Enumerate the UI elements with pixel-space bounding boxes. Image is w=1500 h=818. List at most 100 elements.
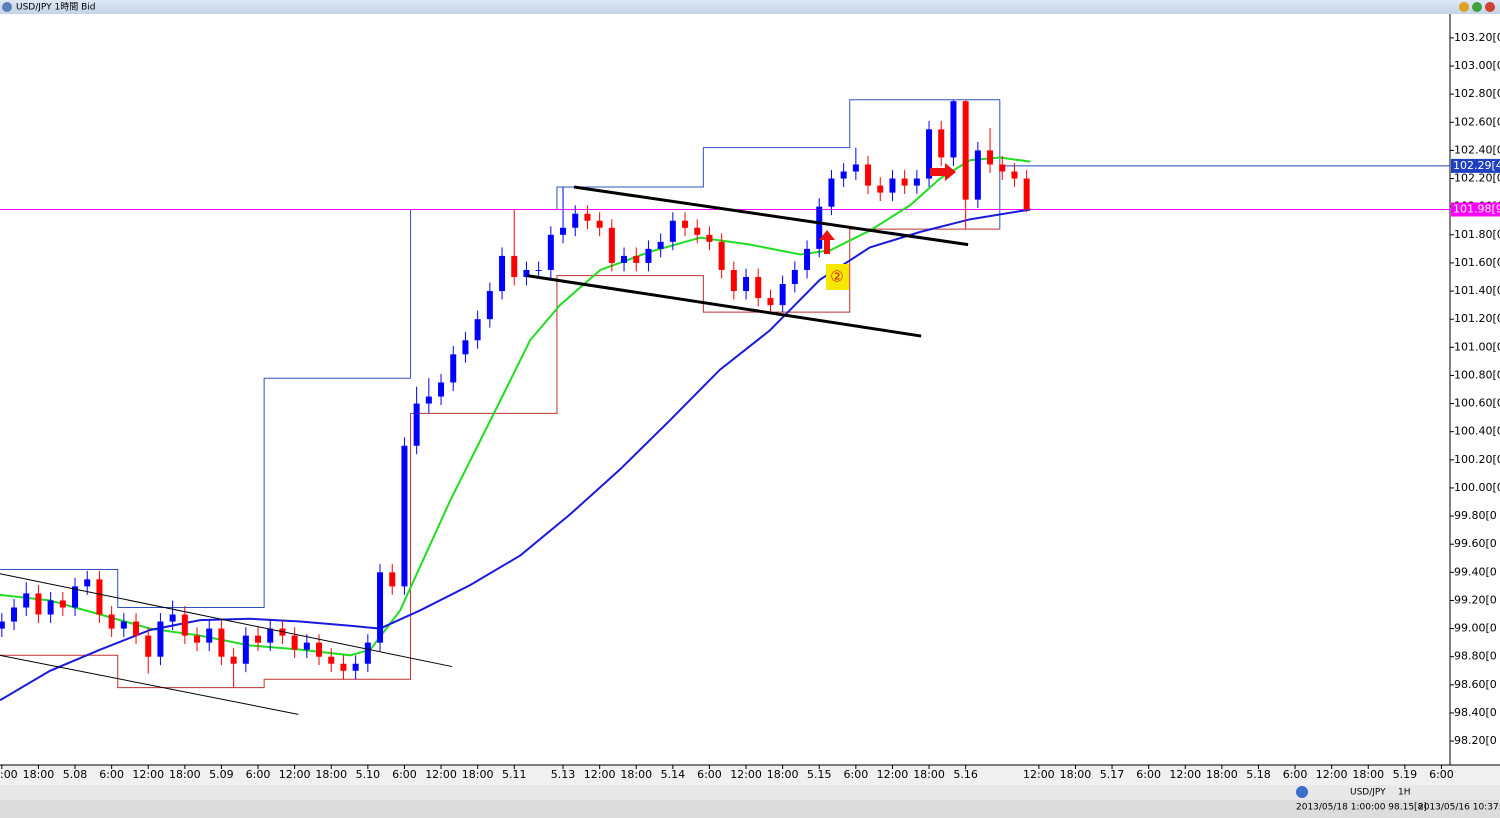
timeframe-selector[interactable]: 1H — [1398, 788, 1411, 798]
up-arrow — [819, 230, 835, 254]
candle-body — [291, 635, 298, 650]
x-tick-label: 5.09 — [209, 768, 234, 781]
candle-body — [303, 642, 310, 650]
candle-body — [547, 234, 554, 270]
y-tick-label: 99.20[0 — [1454, 593, 1497, 606]
candle-body — [35, 593, 42, 615]
plot-area — [0, 14, 1450, 765]
y-tick-label: 98.80[0 — [1454, 650, 1497, 663]
candle-body — [84, 579, 91, 587]
candle-body — [523, 269, 530, 277]
candle-body — [72, 586, 79, 608]
maximize-button[interactable] — [1472, 2, 1482, 12]
candle-body — [901, 178, 908, 186]
y-tick-label: 98.40[0 — [1454, 706, 1497, 719]
x-tick-label: 18:00 — [23, 768, 55, 781]
candle-body — [0, 621, 5, 629]
x-tick-label: 5.15 — [807, 768, 832, 781]
candle-body — [462, 340, 469, 355]
candle-body — [96, 579, 103, 615]
candle-body — [181, 614, 188, 636]
x-tick-label: 18:00 — [913, 768, 945, 781]
scrollbar[interactable] — [0, 785, 1500, 800]
x-tick-label: 18:00 — [462, 768, 494, 781]
candle-body — [11, 607, 18, 622]
candle-body — [413, 403, 420, 446]
trend-line — [0, 654, 299, 715]
x-tick-label: 18:00 — [169, 768, 201, 781]
candle-body — [804, 248, 811, 270]
candle-body — [450, 354, 457, 383]
x-tick-label: 12:00 — [584, 768, 616, 781]
annotation: ② — [830, 268, 843, 286]
y-tick-label: 101.80[0 — [1454, 228, 1500, 241]
candle-body — [47, 600, 54, 615]
x-tick-label: 5.17 — [1100, 768, 1125, 781]
x-tick-label: 18:00 — [1060, 768, 1092, 781]
price-marker-box — [1451, 202, 1500, 217]
x-tick-label: 12:00 — [877, 768, 909, 781]
y-tick-label: 103.20[0 — [1454, 31, 1500, 44]
y-tick-label: 98.60[0 — [1454, 678, 1497, 691]
x-tick-label: 18:00 — [620, 768, 652, 781]
y-tick-label: 100.60[0 — [1454, 397, 1500, 410]
y-tick-label: 103.00[0 — [1454, 59, 1500, 72]
title-bar — [0, 0, 1500, 14]
candle-body — [352, 663, 359, 671]
candle-body — [206, 628, 213, 643]
candle-body — [169, 614, 176, 622]
candle-body — [157, 621, 164, 657]
candle-body — [230, 656, 237, 664]
candle-body — [425, 396, 432, 404]
candle-body — [377, 572, 384, 643]
trend-line — [526, 274, 922, 338]
x-tick-label: 5.14 — [661, 768, 686, 781]
status-left: 2013/05/18 1:00:00 98.15[8] — [1296, 803, 1427, 813]
y-tick-label: 99.00[0 — [1454, 622, 1497, 635]
x-tick-label: 18:00 — [315, 768, 347, 781]
candle-body — [694, 227, 701, 235]
x-tick-label: 12:00 — [0, 768, 18, 781]
price-marker-label: 101.98[9 — [1453, 202, 1500, 215]
trend-line — [573, 185, 969, 247]
y-tick-label: 100.40[0 — [1454, 425, 1500, 438]
right-arrow — [930, 163, 956, 181]
symbol-selector[interactable]: USD/JPY — [1350, 788, 1386, 798]
annotation-box — [826, 264, 849, 290]
candle-body — [669, 220, 676, 242]
candle-body — [865, 164, 872, 186]
y-tick-label: 99.60[0 — [1454, 537, 1497, 550]
window-title: USD/JPY 1時間 Bid — [16, 2, 95, 13]
x-tick-label: 5.13 — [551, 768, 576, 781]
candle-body — [791, 269, 798, 285]
candle-body — [572, 213, 579, 228]
candle-body — [1023, 178, 1030, 210]
candle-body — [1011, 171, 1018, 179]
candle-body — [657, 241, 664, 249]
x-tick-label: 6:00 — [1136, 768, 1161, 781]
candle-body — [877, 185, 884, 193]
y-tick-label: 99.80[0 — [1454, 509, 1497, 522]
candle-body — [438, 382, 445, 397]
x-tick-label: 6:00 — [843, 768, 868, 781]
status-icon — [1296, 786, 1308, 798]
candle-body — [608, 227, 615, 263]
candle-body — [267, 628, 274, 643]
x-tick-label: 6:00 — [697, 768, 722, 781]
y-tick-label: 101.00[0 — [1454, 340, 1500, 353]
candle-body — [242, 635, 249, 664]
candle-body — [389, 572, 396, 587]
candle-body — [706, 234, 713, 242]
candle-body — [840, 171, 847, 179]
candle-body — [218, 628, 225, 657]
candle-body — [486, 291, 493, 320]
y-tick-label: 101.40[0 — [1454, 284, 1500, 297]
x-tick-label: 5.10 — [356, 768, 381, 781]
y-tick-label: 101.20[0 — [1454, 312, 1500, 325]
candle-body — [340, 663, 347, 671]
close-button[interactable] — [1485, 2, 1495, 12]
x-tick-label: 12:00 — [1023, 768, 1055, 781]
x-tick-label: 18:00 — [767, 768, 799, 781]
candle-body — [255, 635, 262, 643]
minimize-button[interactable] — [1459, 2, 1469, 12]
